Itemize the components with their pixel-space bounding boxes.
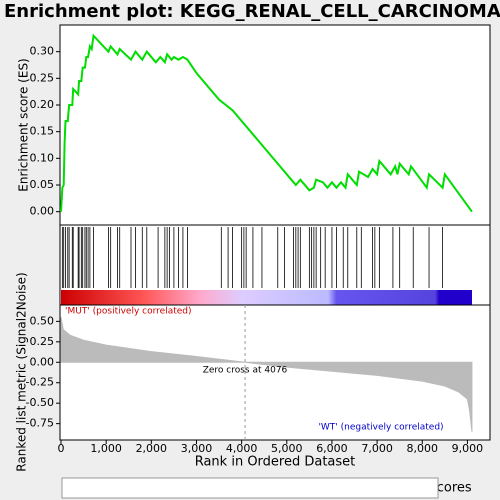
x-tick-label: 6,000 <box>316 442 348 455</box>
x-tick-label: 4,000 <box>226 442 258 455</box>
annotation: Zero cross at 4076 <box>203 366 288 376</box>
x-tick-label: 2,000 <box>136 442 168 455</box>
y-tick-label: 0.10 <box>30 151 55 164</box>
legend <box>61 477 439 499</box>
x-tick-label: 7,000 <box>361 442 393 455</box>
es-panel <box>59 24 491 226</box>
x-tick-label: 5,000 <box>271 442 303 455</box>
y-tick-label: -0.25 <box>26 376 54 389</box>
annotation: 'WT' (negatively correlated) <box>318 423 443 433</box>
y-tick-label: 0.25 <box>30 71 55 84</box>
x-tick-label: 9,000 <box>452 442 484 455</box>
y-axis-label: Enrichment score (ES) <box>17 58 31 191</box>
x-axis-label: Rank in Ordered Dataset <box>195 455 356 470</box>
y-tick-label: 0.30 <box>30 45 55 58</box>
y-tick-label: 0.20 <box>30 98 55 111</box>
x-tick-label: 3,000 <box>181 442 213 455</box>
x-tick-label: 8,000 <box>407 442 439 455</box>
annotation: 'MUT' (positively correlated) <box>65 307 192 317</box>
chart-title: Enrichment plot: KEGG_RENAL_CELL_CARCINO… <box>4 1 500 22</box>
y-tick-label: -0.75 <box>26 417 54 430</box>
es-line <box>60 33 473 213</box>
y-tick-label: 0.05 <box>30 178 55 191</box>
y-tick-label: 0.00 <box>30 205 55 218</box>
correlation-band <box>61 290 472 305</box>
x-tick-label: 1,000 <box>90 442 122 455</box>
y-tick-label: 0.15 <box>30 125 55 138</box>
y-tick-label: 0.25 <box>30 335 55 348</box>
y-tick-label: 0.00 <box>30 355 55 368</box>
metric-area <box>60 317 473 432</box>
y-tick-label: 0.50 <box>30 314 55 327</box>
y-axis-label: Ranked list metric (Signal2Noise) <box>15 272 29 471</box>
x-tick-label: 0 <box>58 442 65 455</box>
y-tick-label: -0.50 <box>26 396 54 409</box>
